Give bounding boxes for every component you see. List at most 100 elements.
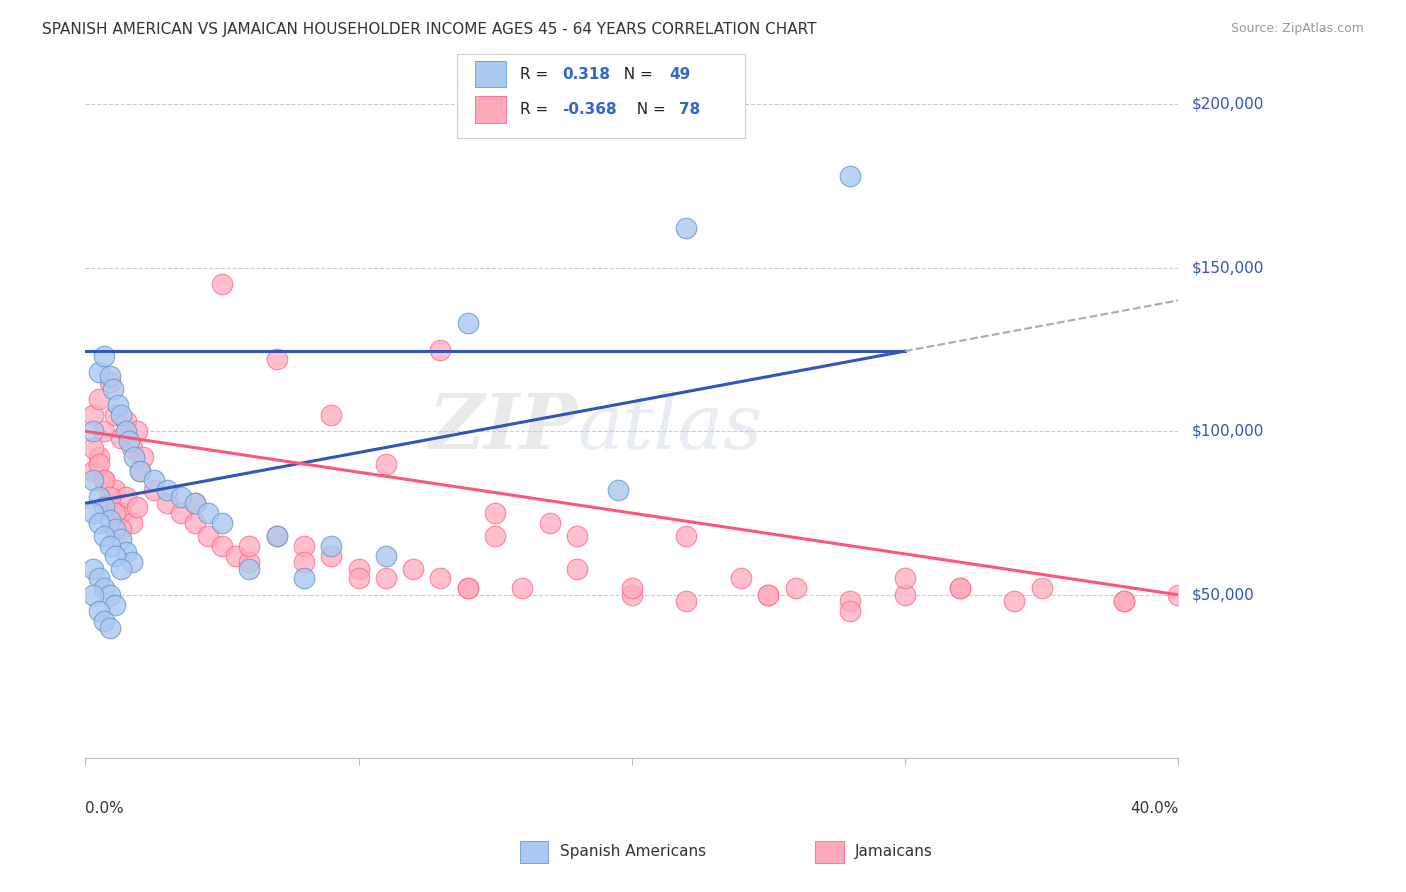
Point [1002,594,1025,608]
Point [82,473,104,487]
Point [183,496,205,510]
Point [197,506,219,520]
Point [98,539,121,553]
Point [512,581,534,595]
Point [565,529,588,543]
Point [87,604,110,618]
Point [183,496,205,510]
Point [110,561,132,575]
Point [87,571,110,585]
Point [82,424,104,438]
Point [142,483,165,497]
Point [1167,588,1189,602]
Point [538,516,561,530]
Point [104,598,127,612]
Point [211,539,233,553]
Point [82,441,104,455]
Point [211,516,233,530]
Point [1112,594,1135,608]
Point [756,588,779,602]
Point [121,441,143,455]
Point [87,392,110,406]
Point [98,512,121,526]
Point [675,221,697,235]
Point [87,365,110,379]
Point [127,500,149,514]
Point [82,408,104,422]
Text: N =: N = [627,103,671,117]
Point [321,408,343,422]
Point [110,408,132,422]
Point [730,571,752,585]
Text: $50,000: $50,000 [1192,587,1254,602]
Point [82,506,104,520]
Text: -0.368: -0.368 [562,103,617,117]
Point [225,549,247,563]
Point [457,581,479,595]
Point [115,490,138,504]
Text: 49: 49 [669,67,690,81]
Point [98,496,121,510]
Point [110,431,132,445]
Point [266,529,288,543]
Point [183,516,205,530]
Text: 0.318: 0.318 [562,67,610,81]
Point [321,549,343,563]
Point [484,529,506,543]
Text: atlas: atlas [576,391,762,465]
Point [129,463,152,477]
Point [142,473,165,487]
Point [429,343,451,357]
Point [347,571,370,585]
Point [238,561,260,575]
Point [87,490,110,504]
Point [87,457,110,471]
Point [402,561,425,575]
Text: N =: N = [614,67,658,81]
Point [457,316,479,330]
Point [170,506,193,520]
Point [321,539,343,553]
Point [110,506,132,520]
Point [238,555,260,569]
Point [93,500,115,514]
Point [93,473,115,487]
Text: $100,000: $100,000 [1192,424,1264,439]
Point [104,549,127,563]
Text: Source: ZipAtlas.com: Source: ZipAtlas.com [1230,22,1364,36]
Point [429,571,451,585]
Point [115,414,138,428]
Point [675,594,697,608]
Point [129,463,152,477]
Point [949,581,972,595]
Point [101,382,124,396]
Point [104,483,127,497]
Point [104,506,127,520]
Point [1031,581,1053,595]
Text: 0.0%: 0.0% [86,800,124,815]
Point [124,450,146,465]
Text: R =: R = [520,103,554,117]
Point [266,352,288,367]
Text: R =: R = [520,67,554,81]
Point [839,604,862,618]
Point [98,375,121,389]
Point [949,581,972,595]
Point [93,581,115,595]
Point [484,506,506,520]
Point [170,490,193,504]
Point [1112,594,1135,608]
Point [82,561,104,575]
Point [93,473,115,487]
Point [98,588,121,602]
Point [107,398,129,412]
Point [131,450,153,465]
Text: $150,000: $150,000 [1192,260,1264,276]
Point [292,555,315,569]
Text: ZIP: ZIP [429,391,576,465]
Point [156,496,179,510]
Point [93,614,115,628]
Point [238,539,260,553]
Point [607,483,630,497]
Point [121,516,143,530]
